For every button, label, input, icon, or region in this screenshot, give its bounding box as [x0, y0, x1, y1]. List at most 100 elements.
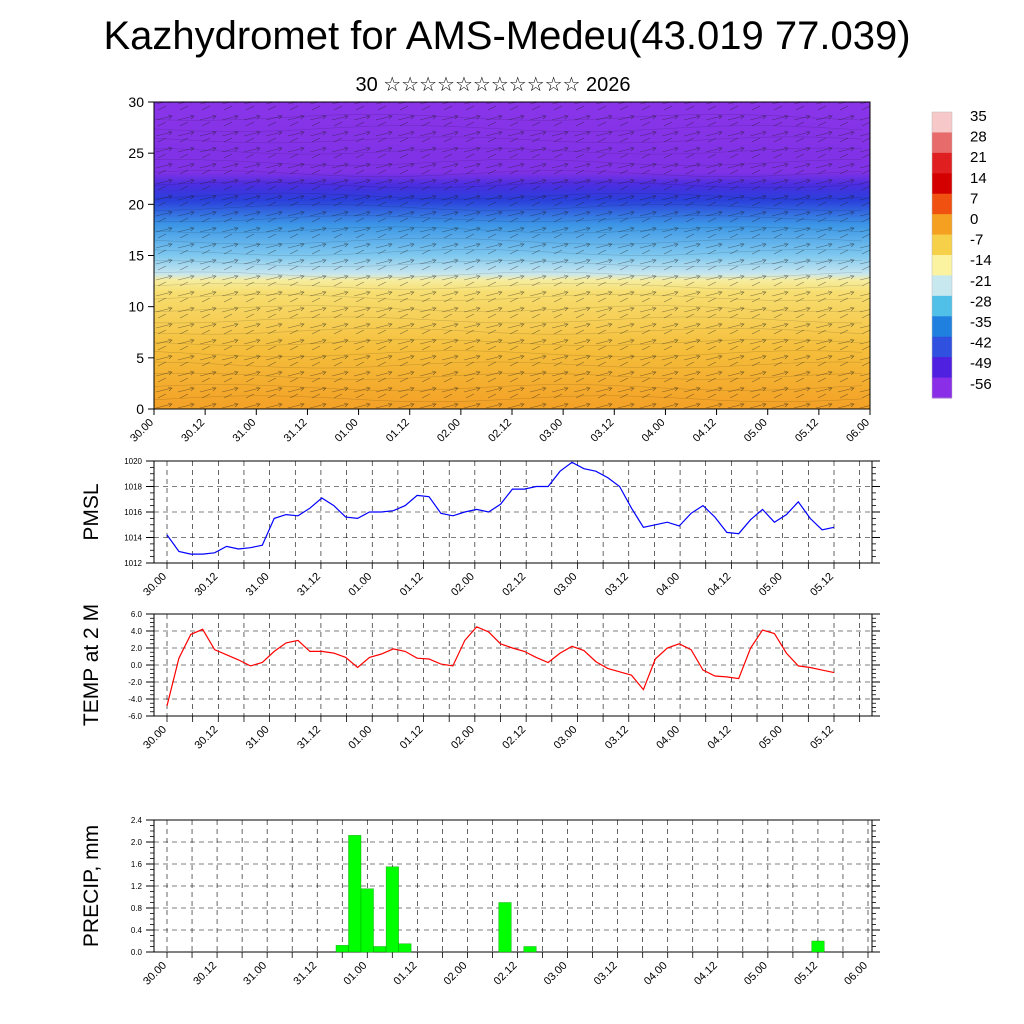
colorbar-label: -21 [970, 273, 992, 290]
panel-ytick-label: 0.4 [131, 926, 143, 935]
heatmap-ytick-label: 0 [136, 401, 144, 417]
heatmap-xtick-label: 03.12 [588, 417, 616, 445]
panel-xtick-label: 30.00 [141, 960, 169, 988]
panel-xtick-label: 04.12 [706, 571, 734, 599]
colorbar-label: 14 [970, 170, 987, 187]
heatmap-xtick-label: 05.12 [793, 417, 821, 445]
panel-ytick-label: 1014 [124, 534, 142, 543]
heatmap-xtick-label: 30.00 [128, 417, 156, 445]
chart-title: Kazhydromet for AMS-Medeu(43.019 77.039) [103, 14, 911, 58]
panel-xtick-label: 03.12 [603, 571, 631, 599]
colorbar-swatch [932, 234, 952, 256]
panel-xtick-label: 04.12 [706, 724, 734, 752]
precip-bar [360, 888, 374, 953]
panel-xtick-label: 03.12 [603, 724, 631, 752]
colorbar-swatch [932, 275, 952, 297]
panel-xtick-label: 01.12 [398, 571, 426, 599]
panel-xtick-label: 02.12 [500, 571, 528, 599]
panel-ytick-label: 2.0 [131, 644, 143, 653]
heatmap-xtick-label: 01.00 [333, 417, 361, 445]
precip-bar [373, 946, 387, 953]
heatmap-ytick-label: 5 [136, 350, 144, 366]
panel-xtick-label: 01.00 [346, 571, 374, 599]
heatmap-xtick-label: 31.00 [230, 417, 258, 445]
precip-bar [348, 835, 362, 953]
colorbar-swatch [932, 173, 952, 195]
heatmap-ytick-label: 15 [128, 248, 144, 264]
colorbar-swatch [932, 132, 952, 154]
temperature-heatmap-panel: 0 5 10 15 20 25 30 30.00 30.12 31.00 31.12 01.00 01… [128, 94, 872, 445]
colorbar-label: -49 [970, 355, 992, 372]
panel-ytick-label: 1.6 [131, 860, 143, 869]
colorbar-label: -35 [970, 314, 992, 331]
panel-xtick-label: 30.12 [192, 571, 220, 599]
heatmap-xtick-label: 01.12 [384, 417, 412, 445]
colorbar-swatch [932, 377, 952, 399]
heatmap-xtick-label: 02.12 [486, 417, 514, 445]
precip-bar [498, 902, 512, 953]
panel-xtick-label: 04.00 [642, 960, 670, 988]
panel-ytick-label: 2.0 [131, 838, 143, 847]
panel-xtick-label: 02.00 [442, 960, 470, 988]
panel-xtick-label: 05.12 [792, 960, 820, 988]
panel-frame [153, 613, 873, 717]
panel-xtick-label: 31.00 [244, 724, 272, 752]
panel-ytick-label: 1012 [124, 559, 142, 568]
panel-xtick-label: 03.00 [552, 724, 580, 752]
panel-xtick-label: 04.00 [654, 724, 682, 752]
colorbar-label: 0 [970, 211, 978, 228]
panel-ytick-label: 0.0 [131, 948, 143, 957]
panel-ytick-label: 1020 [124, 457, 142, 466]
panel-frame [153, 819, 873, 953]
heatmap-xtick-label: 03.00 [537, 417, 565, 445]
colorbar-label: 35 [970, 108, 987, 125]
colorbar-label: -42 [970, 335, 992, 352]
panel-xtick-label: 31.00 [241, 960, 269, 988]
panel-ytick-label: 0.8 [131, 904, 143, 913]
colorbar-label: 7 [970, 190, 978, 207]
heatmap-ytick-label: 30 [128, 94, 144, 110]
precip-bar [811, 940, 825, 953]
panel-ytick-label: -4.0 [128, 695, 142, 704]
panel-xtick-label: 02.12 [492, 960, 520, 988]
colorbar-label: 28 [970, 129, 987, 146]
pmsl-panel: 1012 1014 1016 1018 1020 30.00 30.12 31.00 31.12… [80, 457, 880, 599]
panel-xtick-label: 02.00 [449, 724, 477, 752]
heatmap-xtick-label: 05.00 [742, 417, 770, 445]
panel-ytick-label: -2.0 [128, 678, 142, 687]
panel-xtick-label: 06.00 [842, 960, 870, 988]
panel-ytick-label: 1016 [124, 508, 142, 517]
pmsl-series-line [166, 461, 835, 555]
colorbar-swatch [932, 255, 952, 276]
temp-series-line [166, 626, 835, 706]
panel-xtick-label: 05.12 [808, 571, 836, 599]
colorbar-swatch [932, 316, 952, 338]
temp-panel: -6.0 -4.0 -2.0 0.0 2.0 4.0 6.0 30.00 30.12 31.00 3… [80, 604, 880, 752]
panel-xtick-label: 01.12 [392, 960, 420, 988]
panel-xtick-label: 30.12 [191, 960, 219, 988]
heatmap-xtick-label: 04.12 [691, 417, 719, 445]
panel-xtick-label: 30.12 [192, 724, 220, 752]
colorbar-label: -7 [970, 232, 983, 249]
colorbar: 35 28 21 14 7 0 -7 -14 -21 -28 -35 -42 -49 -56 [931, 108, 992, 399]
heatmap-xtick-label: 04.00 [640, 417, 668, 445]
panel-xtick-label: 03.12 [592, 960, 620, 988]
chart-subtitle: 30 ☆☆☆☆☆☆☆☆☆☆☆ 2026 [355, 74, 631, 96]
colorbar-swatch [932, 193, 952, 215]
panel-xtick-label: 05.12 [808, 724, 836, 752]
colorbar-swatch [932, 112, 952, 133]
panel-xtick-label: 02.00 [449, 571, 477, 599]
heatmap-ytick-label: 10 [128, 299, 144, 315]
colorbar-label: 21 [970, 149, 987, 166]
panel-xtick-label: 03.00 [552, 571, 580, 599]
colorbar-label: -14 [970, 252, 992, 269]
heatmap-ytick-label: 20 [128, 196, 144, 212]
panel-xtick-label: 31.12 [291, 960, 319, 988]
panel-xtick-label: 05.00 [757, 724, 785, 752]
colorbar-swatch [932, 152, 952, 174]
colorbar-swatch [932, 357, 952, 379]
panel-xtick-label: 02.12 [500, 724, 528, 752]
panel-xtick-label: 05.00 [757, 571, 785, 599]
heatmap-xtick-label: 06.00 [844, 417, 872, 445]
